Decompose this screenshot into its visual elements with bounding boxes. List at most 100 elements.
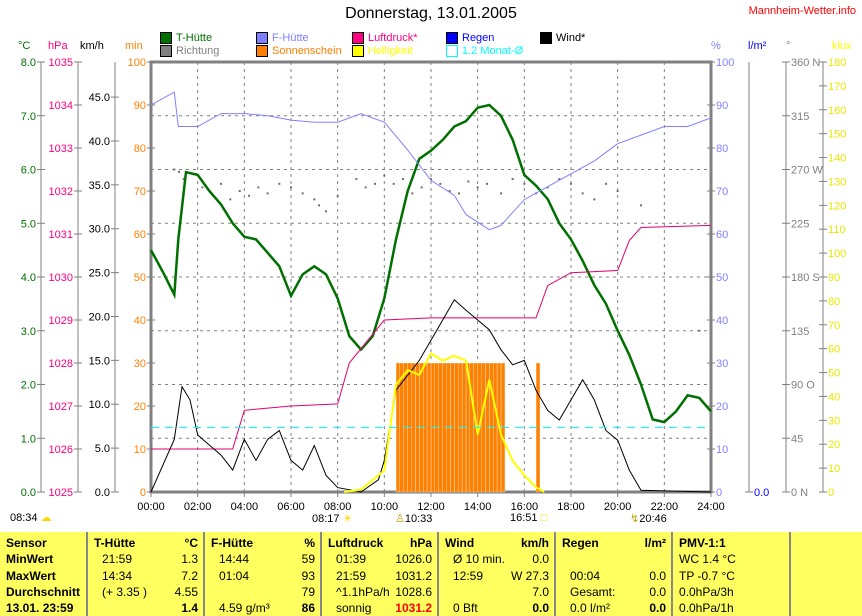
table-cell: 01:04 — [219, 568, 250, 583]
direction-point — [439, 182, 442, 185]
table-head: Wind km/h — [445, 535, 549, 551]
direction-point — [458, 192, 460, 195]
x-tick-label: 14:00 — [464, 501, 492, 513]
table-row: WC 1.4 °C — [679, 551, 784, 567]
pmv-line: 0.0hPa/3h — [679, 584, 734, 599]
direction-point — [616, 190, 619, 192]
table-cell: 93 — [301, 568, 315, 583]
table-cell — [211, 584, 219, 600]
series-line-f-h-tte — [150, 91, 712, 231]
table-row: 79 — [211, 584, 315, 600]
sun-tick-label: 50 — [134, 272, 146, 284]
unit-dir: ° — [786, 40, 791, 52]
dir-tick-label: 225 — [791, 218, 809, 230]
table-cell: ^1.1hPa/h — [336, 584, 390, 599]
dir-tick-label: 0 N — [791, 487, 808, 499]
table-cell: 1026.0 — [395, 552, 432, 567]
table-row: TP -0.7 °C — [679, 568, 784, 584]
table-cell: sonnig — [336, 601, 372, 616]
moon-time: ↯20:46 — [630, 512, 667, 525]
table-cell: 79 — [301, 584, 315, 599]
sun-tick-label: 60 — [134, 229, 146, 241]
sun-tick-label: 70 — [134, 186, 146, 198]
direction-point — [392, 182, 395, 185]
x-tick-label: 24:00 — [697, 501, 725, 513]
direction-point — [605, 182, 607, 185]
hum-tick-label: 80 — [716, 143, 728, 155]
table-row: 21:59 1031.2 — [328, 568, 432, 584]
direction-point — [182, 178, 185, 181]
legend-label: Luftdruck* — [368, 32, 418, 44]
table-cell: °C — [184, 536, 198, 550]
temp-tick-label: 4.0 — [21, 272, 36, 284]
table-row: Sensor — [6, 535, 81, 551]
wind-tick-label: 20.0 — [89, 311, 110, 323]
table-row: 7.0 — [445, 584, 549, 600]
sun-start-time: 08:17 ☀ — [312, 512, 352, 525]
table-cell: (+ 3.35 ) — [102, 584, 148, 599]
table-cell: W 27.3 — [510, 568, 549, 583]
direction-point — [313, 198, 316, 201]
table-head: Luftdruck hPa — [328, 535, 432, 551]
direction-point — [318, 204, 320, 207]
summary-table: Sensor MinWert MaxWert Durchschnitt 13.0… — [0, 532, 862, 616]
wind-tick-label: 40.0 — [89, 136, 110, 148]
table-row: MaxWert — [6, 568, 81, 584]
table-cell: 59 — [301, 552, 315, 567]
table-col: Luftdruck hPa 01:39 1026.0 21:59 1031.2 ^1.1hP… — [322, 532, 439, 616]
direction-point — [178, 170, 180, 173]
table-cell: 1.3 — [181, 552, 198, 567]
table-cell: 12:59 — [453, 568, 484, 583]
direction-point — [430, 178, 432, 181]
legend-swatch — [256, 32, 268, 44]
hum-tick-label: 60 — [716, 229, 728, 241]
wind-tick-label: 0.0 — [95, 487, 110, 499]
legend-item: F-Hütte — [256, 32, 309, 44]
direction-point — [698, 329, 701, 332]
press-tick-label: 1029 — [49, 315, 73, 327]
table-row: Ø 10 min. 0.0 — [445, 551, 549, 567]
unit-hum: % — [711, 40, 721, 52]
legend-swatch — [446, 45, 458, 57]
wind-tick-label: 25.0 — [89, 268, 110, 280]
series-line-luftdruck- — [151, 224, 712, 450]
temp-tick-label: 1.0 — [21, 433, 36, 445]
table-cell: Ø 10 min. — [453, 552, 506, 567]
pmv-line: WC 1.4 °C — [679, 552, 736, 567]
site-link[interactable]: Mannheim-Wetter.info — [748, 5, 856, 17]
direction-point — [558, 178, 561, 181]
legend-item: Richtung — [160, 45, 219, 57]
table-cell — [562, 551, 570, 567]
hum-tick-label: 50 — [716, 272, 728, 284]
dir-tick-label: 45 — [791, 433, 803, 445]
table-cell: 0.0 — [532, 601, 549, 616]
lux-tick-label: 160 — [828, 105, 846, 117]
dir-tick-label: 135 — [791, 326, 809, 338]
sun-tick-label: 40 — [134, 315, 146, 327]
table-cell: 14:34 — [102, 568, 133, 583]
legend-label: F-Hütte — [272, 32, 309, 44]
sun-tick-label: 10 — [134, 444, 146, 456]
hum-tick-label: 20 — [716, 401, 728, 413]
legend-label: Helligkeit — [368, 45, 413, 57]
sun-tick-label: 30 — [134, 358, 146, 370]
press-tick-label: 1032 — [49, 186, 73, 198]
direction-point — [229, 198, 232, 201]
table-col: T-Hütte °C 21:59 1.3 14:34 7.2 (+ 3.35 ) 4.55 1.… — [88, 532, 205, 616]
table-row: 4.59 g/m³ 86 — [211, 600, 315, 616]
table-cell: 0.0 — [649, 584, 666, 599]
table-cell: 7.0 — [532, 584, 549, 599]
wind-tick-label: 45.0 — [89, 92, 110, 104]
lux-tick-label: 170 — [828, 81, 846, 93]
table-row: 13.01. 23:59 — [6, 600, 81, 616]
hum-tick-label: 30 — [716, 358, 728, 370]
press-tick-label: 1026 — [49, 444, 73, 456]
x-tick-label: 08:00 — [324, 501, 352, 513]
dir-tick-label: 270 W — [791, 165, 823, 177]
sunrise-time: 08:34 ☁ — [10, 511, 52, 524]
legend-label: Regen — [462, 32, 495, 44]
unit-temp: °C — [18, 40, 31, 52]
direction-point — [201, 186, 204, 189]
wind-tick-label: 15.0 — [89, 355, 110, 367]
table-cell — [445, 584, 453, 600]
